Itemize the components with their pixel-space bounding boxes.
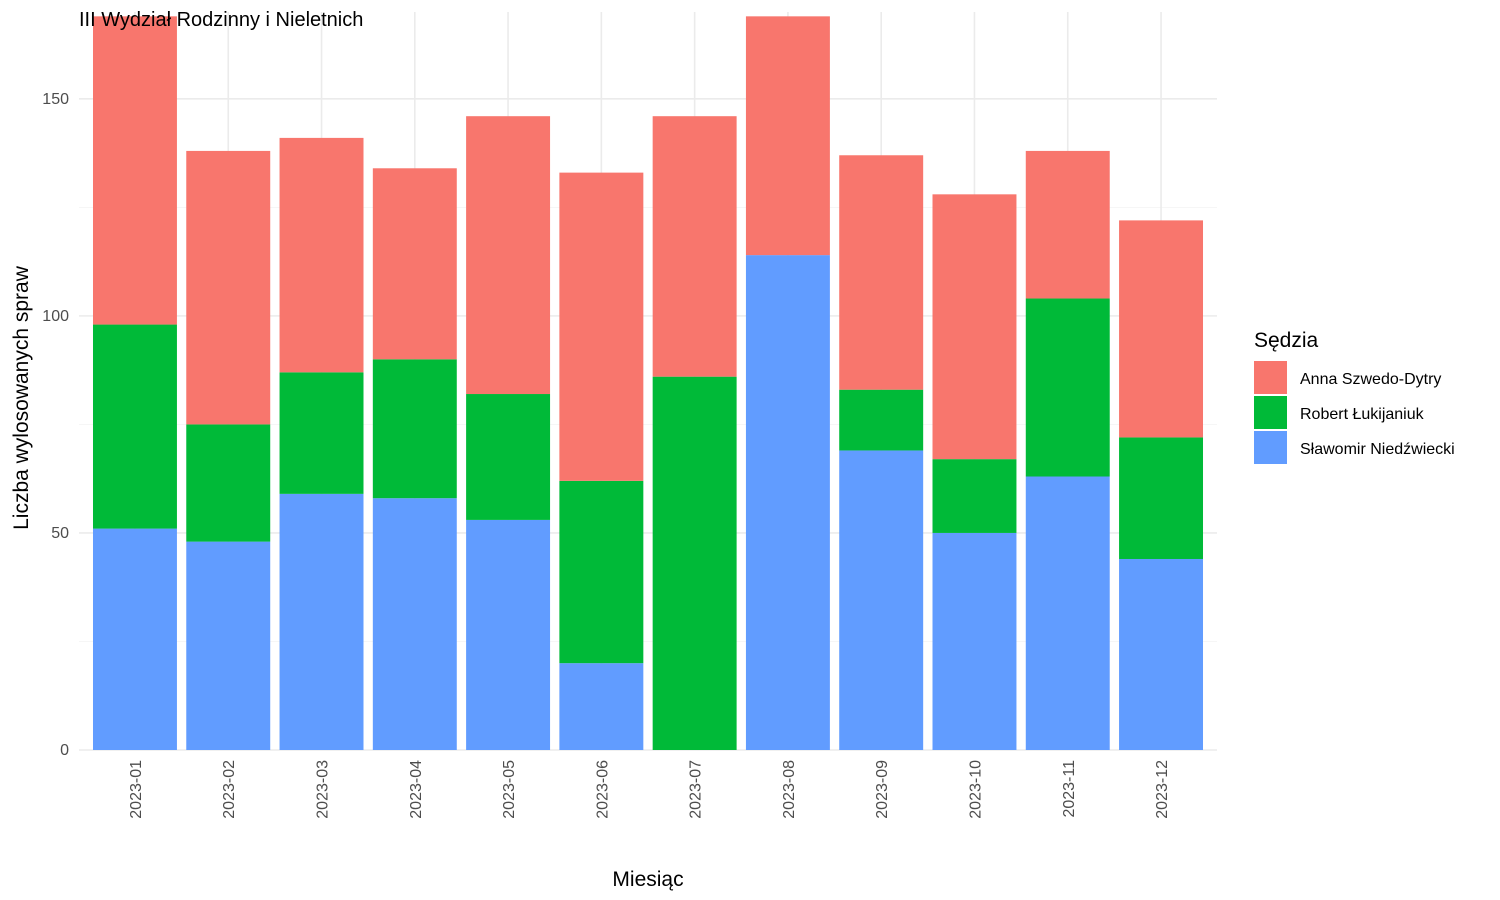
x-tick-label: 2023-02 [221,760,238,819]
bar-segment [1025,298,1110,477]
bar-segment [839,155,924,390]
bar-segment [279,372,364,494]
bars-layer [92,16,1204,750]
bar-segment [466,116,551,395]
bar-segment [559,480,644,664]
chart-title: III Wydział Rodzinny i Nieletnich [79,9,363,31]
bar-segment [186,541,271,750]
bar-segment [92,528,177,750]
bar-segment [186,424,271,542]
bar-segment [1119,220,1204,438]
bar-segment [92,324,177,529]
y-tick-label: 150 [42,91,69,108]
x-tick-label: 2023-05 [501,760,518,819]
legend-label: Anna Szwedo-Dytry [1300,371,1441,388]
bar-segment [745,16,830,256]
legend-swatch [1254,396,1287,429]
bar-segment [466,519,551,750]
bar-segment [372,498,457,750]
x-tick-label: 2023-12 [1154,760,1171,819]
bar-segment [372,168,457,360]
y-tick-labels: 0 50 100 150 [42,91,69,759]
legend-title: Sędzia [1254,329,1319,352]
legend-swatch [1254,431,1287,464]
bar-segment [92,16,177,325]
bar-segment [932,194,1017,460]
bar-segment [466,394,551,520]
x-tick-labels: 2023-01 2023-02 2023-03 2023-04 2023-05 2023-… [128,760,1171,819]
y-tick-label: 0 [60,742,69,759]
bar-segment [745,255,830,750]
legend-label: Robert Łukijaniuk [1300,406,1425,423]
x-tick-label: 2023-06 [594,760,611,819]
y-axis-title: Liczba wylosowanych spraw [10,265,33,530]
bar-segment [1025,476,1110,750]
legend-items: Anna Szwedo-Dytry Robert Łukijaniuk Sławom… [1254,361,1455,464]
bar-segment [559,172,644,481]
bar-segment [839,450,924,750]
bar-segment [932,459,1017,533]
x-tick-label: 2023-07 [688,760,705,819]
x-tick-label: 2023-04 [408,760,425,819]
legend-swatch [1254,361,1287,394]
bar-segment [1119,437,1204,559]
x-tick-label: 2023-11 [1061,760,1078,818]
bar-segment [279,493,364,750]
bar-segment [279,137,364,373]
x-tick-label: 2023-10 [967,760,984,819]
bar-segment [559,663,644,750]
bar-segment [1119,558,1204,750]
x-axis-title: Miesiąc [612,868,683,891]
bar-segment [932,532,1017,750]
y-tick-label: 100 [42,308,69,325]
bar-segment [652,116,737,377]
legend-label: Sławomir Niedźwiecki [1300,441,1455,458]
legend: Sędzia Anna Szwedo-Dytry Robert Łukijaniu… [1254,329,1455,464]
x-tick-label: 2023-03 [315,760,332,819]
x-tick-label: 2023-09 [874,760,891,819]
x-tick-label: 2023-08 [781,760,798,819]
bar-segment [372,359,457,499]
bar-segment [186,150,271,425]
x-tick-label: 2023-01 [128,760,145,819]
bar-segment [1025,150,1110,299]
bar-segment [839,389,924,451]
bar-segment [652,376,737,750]
y-tick-label: 50 [51,525,69,542]
